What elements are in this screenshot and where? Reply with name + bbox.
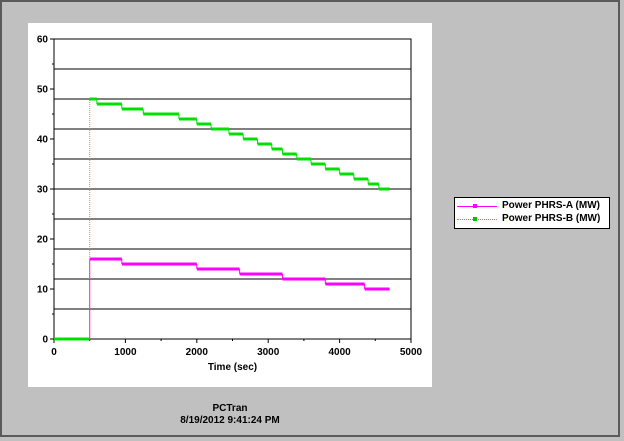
- legend-label-phrs-a: Power PHRS-A (MW): [502, 200, 600, 211]
- x-tick-label: 5000: [400, 347, 423, 358]
- y-tick-label: 50: [37, 85, 49, 96]
- y-tick-label: 30: [37, 185, 49, 196]
- x-tick-label: 1000: [114, 347, 137, 358]
- x-tick-label: 4000: [328, 347, 351, 358]
- legend-marker-phrs-a: [473, 204, 477, 208]
- chart-svg: 0 10 20 30 40 50 60 0 1000 2000 3000 4000 5000 Time (…: [37, 35, 423, 374]
- y-tick-label: 0: [42, 335, 48, 346]
- y-tick-label: 10: [37, 285, 49, 296]
- x-tick-label: 0: [51, 347, 57, 358]
- legend-swatch-phrs-b: [457, 219, 497, 220]
- y-tick-label: 20: [37, 235, 49, 246]
- x-tick-label: 2000: [186, 347, 209, 358]
- y-tick-label: 60: [37, 35, 49, 46]
- legend-item-phrs-a: Power PHRS-A (MW): [455, 200, 611, 214]
- footer-app-name: PCTran: [212, 403, 248, 414]
- legend-marker-phrs-b: [473, 217, 477, 221]
- x-axis-label: Time (sec): [208, 362, 257, 373]
- plot-panel: 0 10 20 30 40 50 60 0 1000 2000 3000 4000 5000 Time (…: [28, 23, 432, 387]
- x-tick-label: 3000: [257, 347, 280, 358]
- legend: Power PHRS-A (MW) Power PHRS-B (MW): [454, 197, 610, 229]
- footer-timestamp: 8/19/2012 9:41:24 PM: [180, 415, 280, 426]
- legend-swatch-phrs-a: [457, 206, 497, 207]
- legend-label-phrs-b: Power PHRS-B (MW): [502, 213, 601, 224]
- y-tick-label: 40: [37, 135, 49, 146]
- legend-item-phrs-b: Power PHRS-B (MW): [455, 213, 611, 227]
